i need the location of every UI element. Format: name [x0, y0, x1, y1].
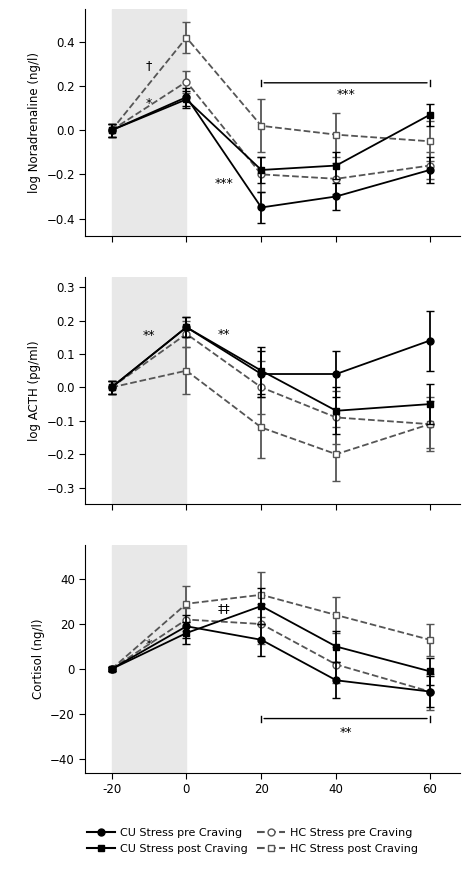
Text: **: ** — [339, 726, 352, 740]
Bar — [111, 9, 186, 236]
Text: *: * — [146, 98, 152, 110]
Y-axis label: log Noradrenaline (ng/l): log Noradrenaline (ng/l) — [28, 52, 41, 193]
Text: ***: *** — [215, 177, 233, 190]
Bar — [111, 277, 186, 504]
Bar — [111, 545, 186, 773]
Text: **: ** — [218, 328, 230, 341]
Legend: CU Stress pre Craving, CU Stress post Craving, HC Stress pre Craving, HC Stress : CU Stress pre Craving, CU Stress post Cr… — [87, 829, 419, 853]
Text: **: ** — [143, 329, 155, 342]
Text: ***: *** — [336, 88, 355, 101]
Text: †: † — [146, 59, 152, 72]
Y-axis label: log ACTH (pg/ml): log ACTH (pg/ml) — [28, 340, 41, 441]
Text: ‡‡: ‡‡ — [218, 602, 230, 615]
Y-axis label: Cortisol (ng/l): Cortisol (ng/l) — [32, 619, 45, 699]
Text: *: * — [146, 638, 152, 651]
